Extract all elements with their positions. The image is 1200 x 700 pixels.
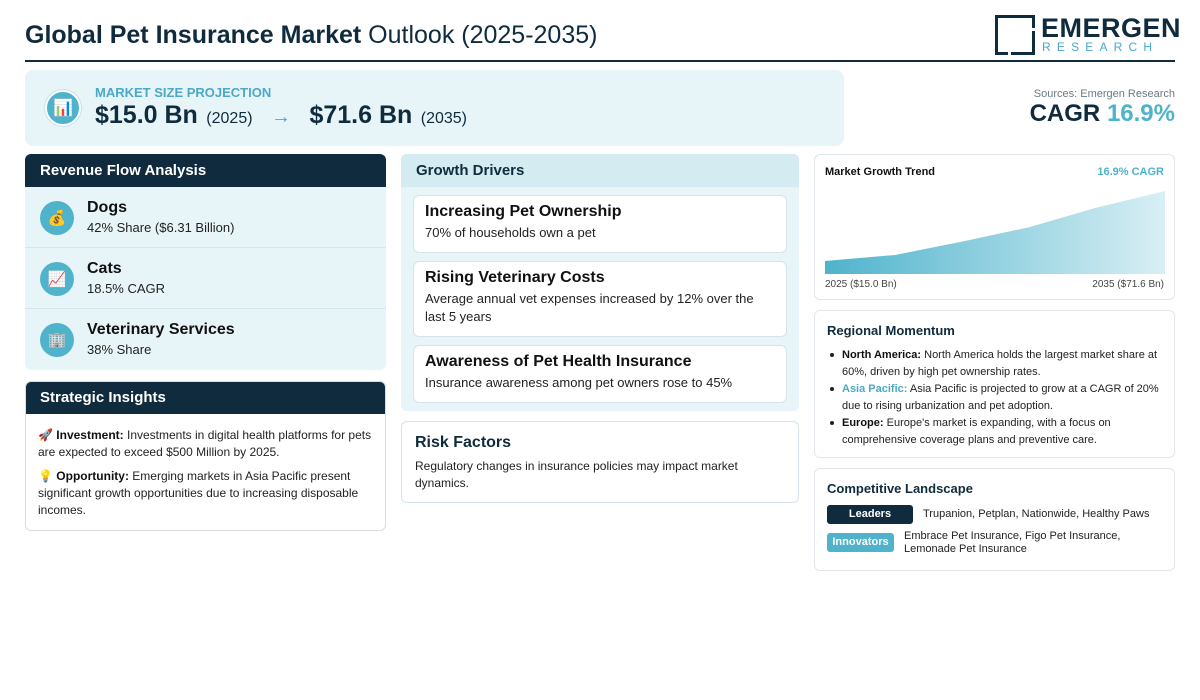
projection-label: MARKET SIZE PROJECTION: [95, 85, 272, 100]
revenue-item-cats: 📈 Cats 18.5% CAGR: [25, 248, 386, 309]
arrow-right-icon: →: [271, 106, 291, 128]
revenue-item-detail: 42% Share ($6.31 Billion): [87, 220, 235, 235]
trend-area: [825, 191, 1165, 274]
strategic-insights-body: 🚀 Investment: Investments in digital hea…: [26, 414, 385, 530]
regional-list: North America: North America holds the l…: [827, 347, 1162, 448]
building-icon: 🏢: [40, 323, 74, 357]
projection-values: $15.0 Bn (2025) → $71.6 Bn (2035): [95, 101, 467, 130]
risk-factors-text: Regulatory changes in insurance policies…: [415, 459, 738, 490]
insight-opportunity: 💡 Opportunity: Emerging markets in Asia …: [38, 468, 373, 519]
market-size-projection: 📊 MARKET SIZE PROJECTION $15.0 Bn (2025)…: [25, 70, 844, 146]
region-item-europe: Europe: Europe's market is expanding, wi…: [827, 415, 1162, 448]
trend-start-label: 2025 ($15.0 Bn): [825, 279, 897, 290]
projection-start-year: (2025): [206, 110, 253, 127]
revenue-item-dogs: 💰 Dogs 42% Share ($6.31 Billion): [25, 187, 386, 248]
revenue-item-detail: 38% Share: [87, 342, 152, 357]
revenue-flow-card: Revenue Flow Analysis 💰 Dogs 42% Share (…: [25, 154, 386, 370]
leaders-row: Leaders Trupanion, Petplan, Nationwide, …: [827, 505, 1162, 524]
revenue-flow-heading: Revenue Flow Analysis: [25, 154, 386, 187]
strategic-insights-card: Strategic Insights 🚀 Investment: Investm…: [25, 381, 386, 531]
innovators-list: Embrace Pet Insurance, Figo Pet Insuranc…: [904, 530, 1121, 555]
region-item-north-america: North America: North America holds the l…: [827, 347, 1162, 380]
trend-cagr: 16.9% CAGR: [1097, 166, 1164, 178]
leaders-badge: Leaders: [827, 505, 913, 524]
risk-factors-title: Risk Factors: [415, 434, 512, 451]
competitive-landscape-title: Competitive Landscape: [827, 481, 973, 496]
growth-driver-item: Awareness of Pet Health Insurance Insura…: [413, 345, 787, 403]
projection-start-value: $15.0 Bn: [95, 101, 198, 129]
strategic-insights-heading: Strategic Insights: [26, 382, 385, 414]
insight-label: Opportunity:: [56, 469, 129, 483]
cagr-label: CAGR: [1029, 100, 1101, 127]
regional-momentum-title: Regional Momentum: [827, 323, 955, 338]
innovators-row: Innovators Embrace Pet Insurance, Figo P…: [827, 530, 1162, 555]
region-label: Asia Pacific:: [842, 383, 908, 395]
sources-text: Sources: Emergen Research: [1033, 88, 1175, 100]
trend-area-chart: [825, 191, 1165, 274]
region-text: Asia Pacific is projected to grow at a C…: [842, 383, 1159, 412]
region-label: Europe:: [842, 417, 884, 429]
market-growth-trend-card: Market Growth Trend 16.9% CAGR 2025 ($15…: [814, 154, 1175, 300]
growth-driver-item: Increasing Pet Ownership 70% of househol…: [413, 195, 787, 253]
growth-drivers-heading: Growth Drivers: [401, 154, 799, 187]
growth-driver-item: Rising Veterinary Costs Average annual v…: [413, 261, 787, 337]
money-bag-icon: 💰: [40, 201, 74, 235]
projection-end-value: $71.6 Bn: [309, 101, 413, 129]
lightbulb-icon: 💡: [38, 469, 53, 483]
trend-end-label: 2035 ($71.6 Bn): [1092, 279, 1164, 290]
region-text: Europe's market is expanding, with a foc…: [842, 417, 1111, 446]
emergen-logo: EMERGEN RESEARCH: [995, 13, 1181, 56]
insight-text: Investments in digital health platforms …: [38, 428, 372, 459]
region-label: North America:: [842, 349, 922, 361]
growth-driver-title: Increasing Pet Ownership: [425, 203, 622, 220]
revenue-item-name: Veterinary Services: [87, 321, 235, 338]
cagr-headline: CAGR 16.9%: [1030, 100, 1175, 128]
leaders-list: Trupanion, Petplan, Nationwide, Healthy …: [923, 508, 1150, 521]
rocket-icon: 🚀: [38, 428, 53, 442]
growth-driver-text: 70% of households own a pet: [425, 225, 596, 240]
revenue-item-veterinary: 🏢 Veterinary Services 38% Share: [25, 309, 386, 370]
revenue-item-name: Cats: [87, 260, 122, 277]
growth-driver-title: Awareness of Pet Health Insurance: [425, 353, 692, 370]
regional-momentum-card: Regional Momentum North America: North A…: [814, 310, 1175, 458]
logo-main-text: EMERGEN: [1041, 13, 1182, 43]
growth-driver-text: Average annual vet expenses increased by…: [425, 291, 754, 324]
page-title-rest: Outlook (2025-2035): [361, 21, 598, 49]
logo-sub-text: RESEARCH: [1042, 40, 1159, 54]
competitive-landscape-card: Competitive Landscape Leaders Trupanion,…: [814, 468, 1175, 571]
logo-mark-icon: [995, 15, 1035, 55]
region-item-asia-pacific: Asia Pacific: Asia Pacific is projected …: [827, 381, 1162, 414]
insight-label: Investment:: [56, 428, 124, 442]
page-title-bold: Global Pet Insurance Market: [25, 21, 362, 49]
innovators-badge: Innovators: [827, 533, 894, 552]
growth-driver-text: Insurance awareness among pet owners ros…: [425, 375, 733, 390]
revenue-item-detail: 18.5% CAGR: [87, 281, 166, 296]
page-header: Global Pet Insurance Market Outlook (202…: [25, 12, 1181, 62]
insight-investment: 🚀 Investment: Investments in digital hea…: [38, 427, 373, 461]
bar-chart-icon: 📊: [45, 90, 81, 126]
revenue-item-name: Dogs: [87, 199, 127, 216]
page-title: Global Pet Insurance Market Outlook (202…: [25, 21, 597, 50]
cagr-value: 16.9%: [1106, 100, 1175, 127]
projection-end-year: (2035): [420, 110, 467, 127]
growth-drivers-card: Growth Drivers Increasing Pet Ownership …: [401, 154, 799, 411]
region-text: North America holds the largest market s…: [842, 349, 1158, 378]
trend-up-icon: 📈: [40, 262, 74, 296]
growth-driver-title: Rising Veterinary Costs: [425, 269, 605, 286]
trend-title: Market Growth Trend: [825, 166, 936, 178]
insight-text: Emerging markets in Asia Pacific present…: [38, 469, 359, 517]
risk-factors-card: Risk Factors Regulatory changes in insur…: [401, 421, 799, 503]
